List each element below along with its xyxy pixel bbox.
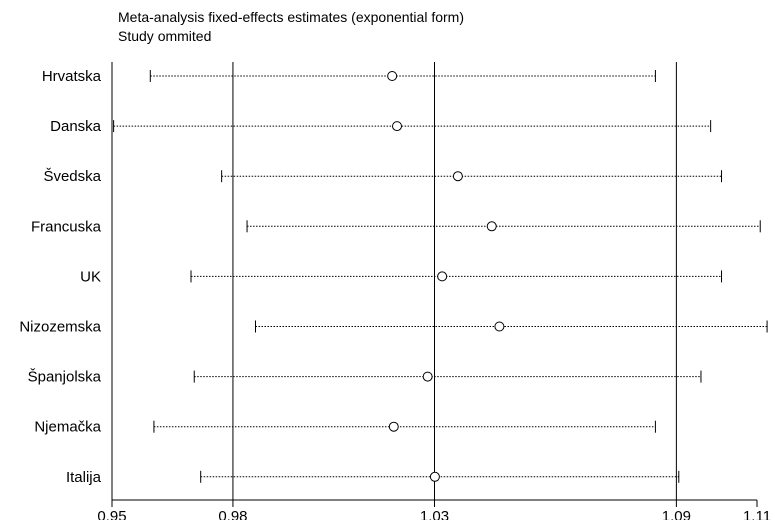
x-tick-label: 1.11: [743, 508, 771, 520]
study-label: Hrvatska: [42, 68, 102, 85]
study-label: Nizozemska: [19, 319, 101, 336]
study-label: Danska: [50, 118, 102, 135]
x-tick-label: 0.98: [218, 508, 247, 520]
study-label: Španjolska: [28, 369, 102, 386]
x-tick-label: 1.03: [420, 508, 449, 520]
estimate-point: [429, 471, 440, 482]
estimate-point: [387, 71, 398, 81]
estimate-point: [494, 321, 505, 332]
x-tick-label: 0.95: [97, 508, 126, 520]
x-tick-label: 1.09: [662, 508, 691, 520]
study-label: Francuska: [31, 218, 102, 235]
estimate-point: [486, 221, 497, 232]
chart-subtitle: Study ommited: [118, 28, 212, 44]
estimate-point: [388, 421, 399, 432]
chart-title: Meta-analysis fixed-effects estimates (e…: [118, 9, 464, 25]
study-label: Švedska: [43, 168, 101, 185]
estimate-point: [437, 271, 448, 282]
estimate-point: [452, 171, 463, 182]
study-label: Italija: [66, 469, 102, 486]
study-label: UK: [80, 268, 101, 285]
estimate-point: [422, 371, 433, 382]
study-label: Njemačka: [34, 419, 101, 436]
estimate-point: [392, 121, 403, 132]
chart-title-block: Meta-analysis fixed-effects estimates (e…: [118, 8, 464, 46]
